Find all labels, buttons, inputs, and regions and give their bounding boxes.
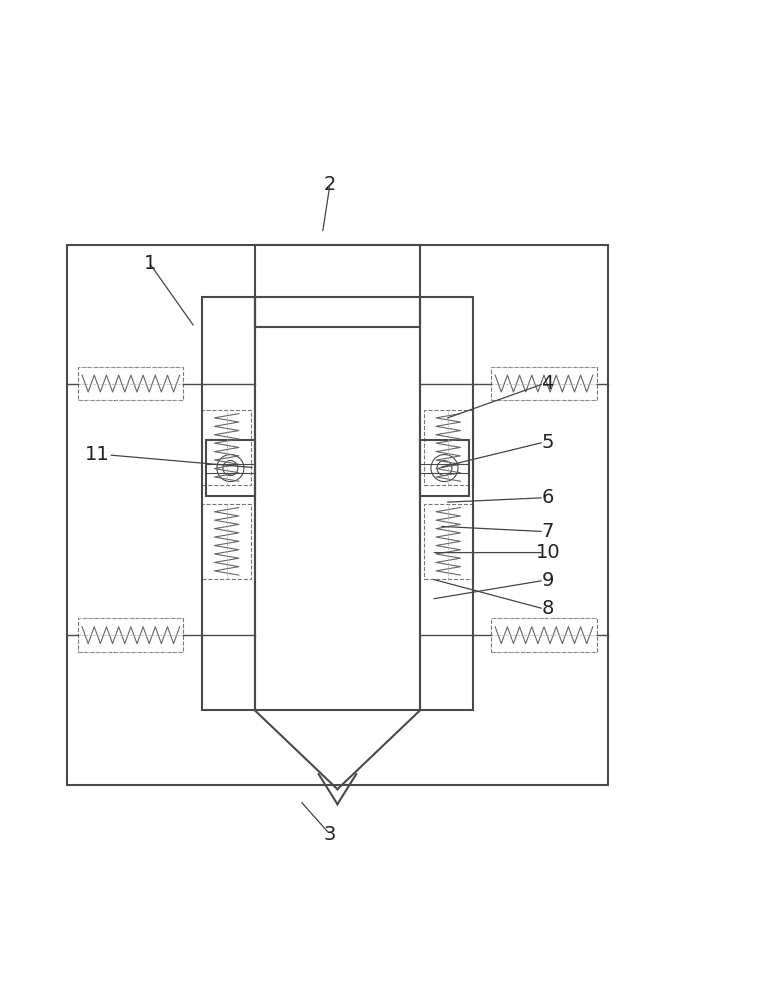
- Text: 10: 10: [536, 543, 560, 562]
- Text: 1: 1: [144, 254, 156, 273]
- Bar: [491, 618, 597, 652]
- Bar: [78, 618, 184, 652]
- Bar: [424, 410, 473, 485]
- Text: 6: 6: [542, 488, 554, 507]
- Text: 8: 8: [542, 599, 554, 618]
- Text: 7: 7: [542, 522, 554, 541]
- Text: 4: 4: [542, 374, 554, 393]
- Text: 2: 2: [324, 175, 336, 194]
- Bar: [491, 367, 597, 400]
- Text: 3: 3: [324, 825, 336, 844]
- Bar: [424, 504, 473, 579]
- Text: 9: 9: [542, 571, 554, 590]
- Bar: [202, 410, 251, 485]
- Bar: [202, 504, 251, 579]
- Bar: [78, 367, 184, 400]
- Text: 11: 11: [85, 445, 109, 464]
- Text: 5: 5: [542, 433, 554, 452]
